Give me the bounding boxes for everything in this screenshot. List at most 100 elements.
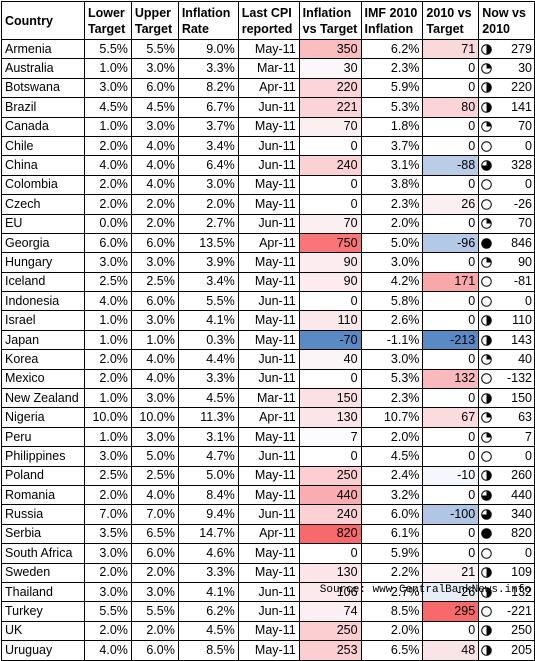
last-cpi-cell: Apr-11 [237,232,300,254]
now-vs-2010-value: 440 [511,487,532,502]
now-vs-2010-cell: 7 [478,426,535,448]
table-row: Serbia 3.5% 6.5% 14.7% Apr-11 820 6.1% 0 820 [1,523,535,545]
imf-2010-cell: 5.3% [360,97,424,118]
country-cell: Hungary [1,252,85,273]
lower-target-cell: 4.5% [83,97,132,118]
now-vs-2010-cell: 40 [478,349,535,370]
lower-target-cell: 3.5% [83,523,132,545]
imf-2010-cell: 5.9% [360,543,424,564]
lower-target-cell: 5.5% [83,601,132,622]
country-cell: Canada [1,116,85,137]
country-cell: South Africa [1,543,85,564]
now-vs-2010-value: 205 [511,642,532,657]
now-vs-2010-value: 70 [518,216,532,231]
upper-target-cell: 3.0% [130,58,179,79]
country-cell: Russia [1,504,85,525]
country-cell: Sweden [1,562,85,583]
imf-2010-cell: 5.3% [360,368,424,390]
inflation-rate-cell: 9.4% [177,504,239,525]
imf-2010-cell: 3.0% [360,252,424,273]
upper-target-cell: 3.0% [130,116,179,137]
now-vs-2010-cell: 846 [478,232,535,254]
column-header-line: Now vs [482,5,526,20]
upper-target-cell: 3.0% [130,388,179,409]
inflation-vs-target-cell: 221 [298,97,362,118]
upper-target-cell: 5.0% [130,446,179,467]
full-circle-icon [481,528,493,540]
table-row: Indonesia 4.0% 6.0% 5.5% Jun-11 0 5.8% 0 0 [1,291,535,312]
country-cell: Israel [1,310,85,331]
country-cell: Serbia [1,523,85,545]
now-vs-2010-cell: 0 [478,174,535,196]
inflation-rate-cell: 14.7% [177,523,239,545]
inflation-vs-target-cell: 440 [298,484,362,506]
inflation-vs-target-cell: 0 [298,543,362,564]
lower-target-cell: 2.0% [83,349,132,370]
lower-target-cell: 3.0% [83,77,132,99]
column-header-now-vs-2010: Now vs 2010 [478,1,535,40]
inflation-rate-cell: 8.4% [177,484,239,506]
inflation-rate-cell: 3.3% [177,368,239,390]
country-cell: Armenia [1,38,85,60]
inflation-vs-target-cell: 250 [298,465,362,486]
column-header-line: Inflation [302,5,352,20]
column-header-country: Country [1,1,85,40]
vs-target-2010-cell: 0 [422,291,480,312]
empty-circle-icon [481,373,493,385]
inflation-rate-cell: 4.5% [177,620,239,642]
table-row: Georgia 6.0% 6.0% 13.5% Apr-11 750 5.0% -96 846 [1,232,535,254]
vs-target-2010-cell: -213 [422,329,480,351]
table-row: Korea 2.0% 4.0% 4.4% Jun-11 40 3.0% 0 40 [1,349,535,370]
table-row: Israel 1.0% 3.0% 4.1% May-11 110 2.6% 0 110 [1,310,535,331]
upper-target-cell: 3.0% [130,426,179,448]
inflation-rate-cell: 4.5% [177,388,239,409]
inflation-vs-target-cell: 130 [298,562,362,583]
inflation-rate-cell: 4.4% [177,349,239,370]
column-header-line: IMF 2010 [364,5,418,20]
half-circle-icon [481,82,493,94]
imf-2010-cell: 2.3% [360,194,424,215]
now-vs-2010-cell: -81 [478,271,535,293]
now-vs-2010-cell: 250 [478,620,535,642]
upper-target-cell: 1.0% [130,329,179,351]
imf-2010-cell: 2.7% [360,581,424,603]
quarter-circle-icon [481,431,493,443]
imf-2010-cell: 3.2% [360,484,424,506]
country-cell: Botswana [1,77,85,99]
inflation-vs-target-cell: -70 [298,329,362,351]
lower-target-cell: 0.0% [83,213,132,234]
now-vs-2010-value: 63 [518,410,532,425]
now-vs-2010-value: 109 [511,565,532,580]
now-vs-2010-cell: 70 [478,116,535,137]
vs-target-2010-cell: 171 [422,271,480,293]
half-circle-icon [481,625,493,637]
inflation-rate-cell: 3.3% [177,58,239,79]
last-cpi-cell: May-11 [237,426,300,448]
inflation-rate-cell: 3.1% [177,426,239,448]
quarter-circle-icon [481,257,493,268]
inflation-rate-cell: 5.0% [177,465,239,486]
now-vs-2010-value: 90 [518,254,532,269]
imf-2010-cell: 2.3% [360,388,424,409]
column-header-inflation-vs-target: Inflation vs Target [298,1,362,40]
country-cell: Colombia [1,174,85,196]
now-vs-2010-cell: 279 [478,38,535,60]
imf-2010-cell: 4.5% [360,446,424,467]
country-cell: Uruguay [1,640,85,661]
now-vs-2010-value: 141 [511,99,532,114]
last-cpi-cell: Mar-11 [237,388,300,409]
now-vs-2010-cell: 0 [478,446,535,467]
last-cpi-cell: May-11 [237,271,300,293]
last-cpi-cell: Jun-11 [237,581,300,603]
last-cpi-cell: May-11 [237,310,300,331]
now-vs-2010-cell: 141 [478,97,535,118]
country-cell: Mexico [1,368,85,390]
last-cpi-cell: May-11 [237,465,300,486]
last-cpi-cell: May-11 [237,543,300,564]
table-row: Philippines 3.0% 5.0% 4.7% Jun-11 0 4.5% 0 0 [1,446,535,467]
three-quarter-circle-icon [481,509,493,520]
now-vs-2010-cell: 143 [478,329,535,351]
upper-target-cell: 4.0% [130,484,179,506]
